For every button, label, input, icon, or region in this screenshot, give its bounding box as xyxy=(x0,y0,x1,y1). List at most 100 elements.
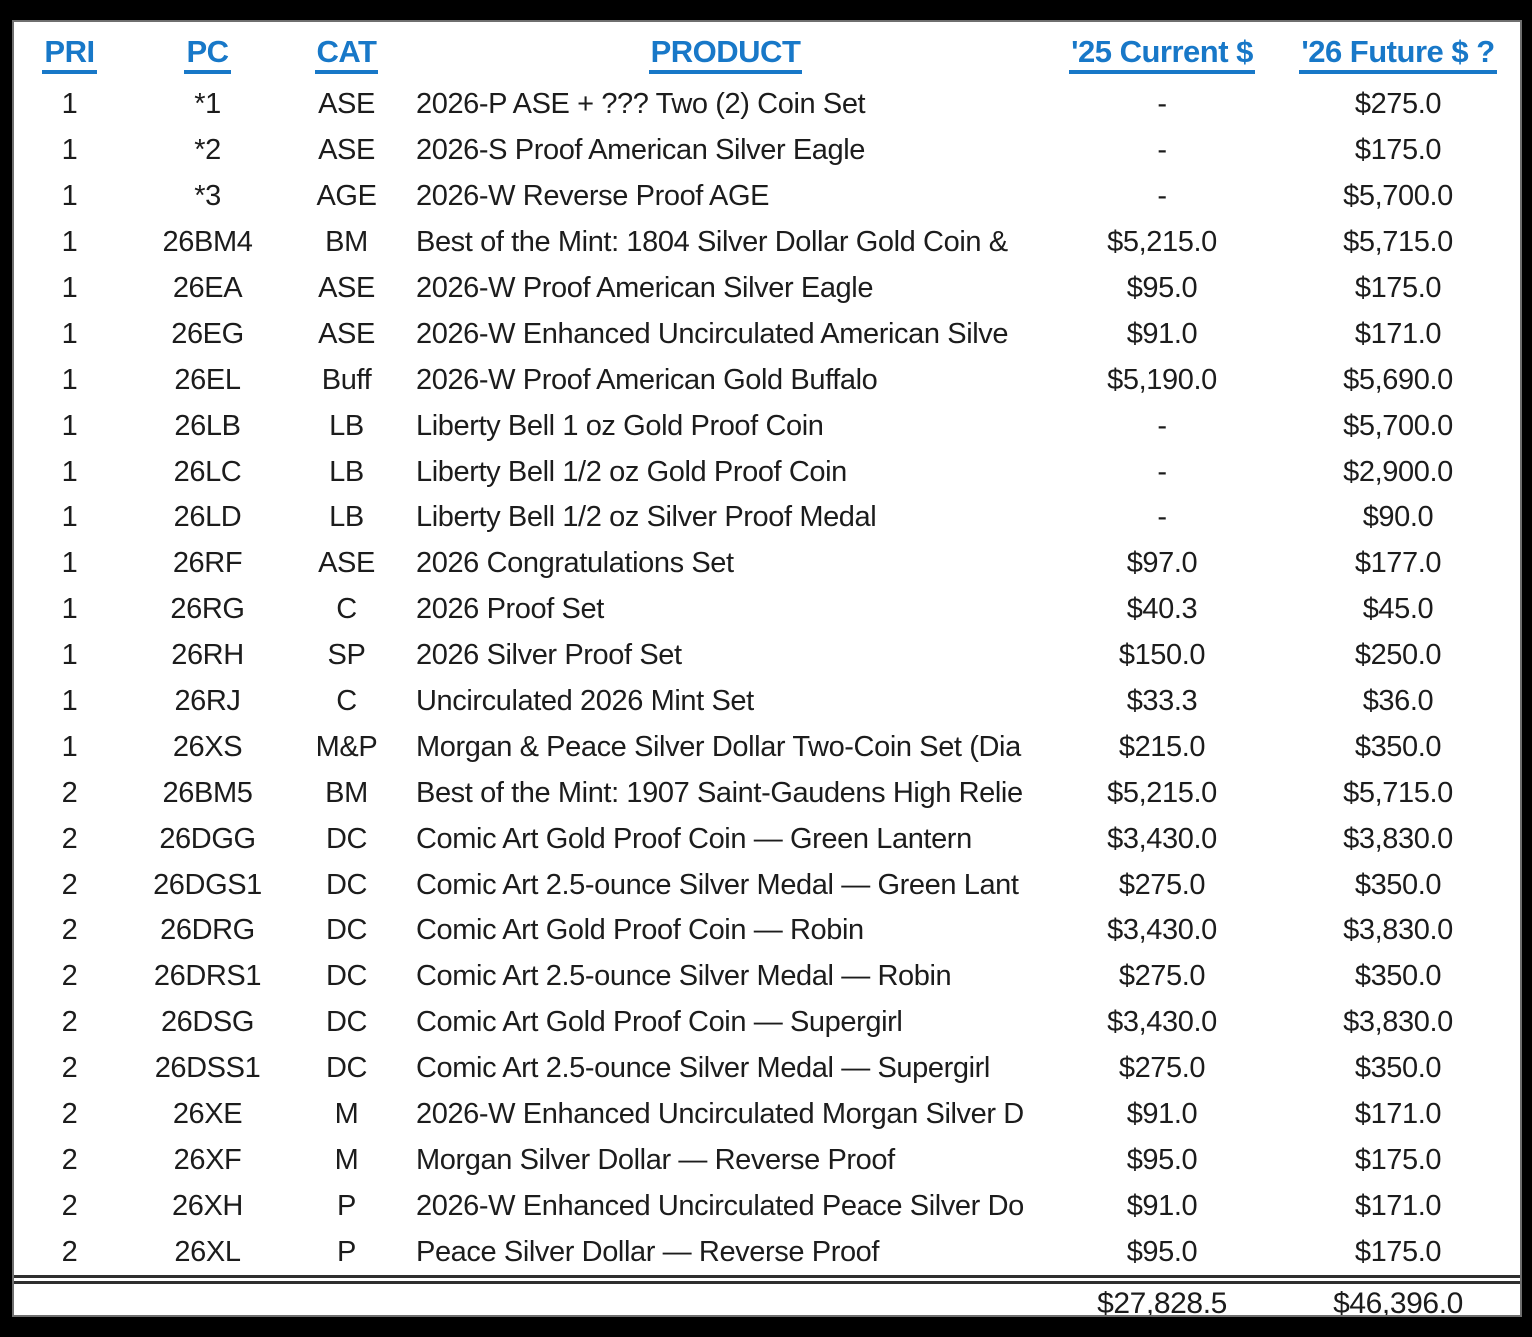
cell-pri: 1 xyxy=(61,687,78,717)
cell-product: 2026-W Enhanced Uncirculated Peace Silve… xyxy=(416,1191,1024,1221)
cell-pc: 26BM4 xyxy=(162,228,253,258)
cell-cat: ASE xyxy=(318,136,375,166)
cell-pc: 26DRS1 xyxy=(153,962,262,992)
cell-pri: 1 xyxy=(61,732,78,762)
cell-current-price: $275.0 xyxy=(1118,870,1206,900)
cell-product: Best of the Mint: 1804 Silver Dollar Gol… xyxy=(416,228,1008,258)
cell-product: Best of the Mint: 1907 Saint-Gaudens Hig… xyxy=(416,778,1023,808)
cell-product: Comic Art 2.5-ounce Silver Medal — Green… xyxy=(416,870,1019,900)
table-row: 1 26RF ASE 2026 Congratulations Set $97.… xyxy=(14,541,1520,587)
cell-current-price: - xyxy=(1157,411,1167,441)
cell-current-price: - xyxy=(1157,136,1167,166)
cell-pri: 2 xyxy=(61,1191,78,1221)
cell-product: Liberty Bell 1/2 oz Gold Proof Coin xyxy=(416,457,847,487)
cell-cat: M xyxy=(334,1145,359,1175)
cell-current-price: $5,215.0 xyxy=(1107,778,1217,808)
cell-cat: C xyxy=(336,687,357,717)
cell-future-price: $5,700.0 xyxy=(1343,182,1453,212)
table-row: 1 *3 AGE 2026-W Reverse Proof AGE - $5,7… xyxy=(14,174,1520,220)
cell-product: 2026-W Enhanced Uncirculated Morgan Silv… xyxy=(416,1100,1024,1130)
column-header-pri: PRI xyxy=(14,34,125,74)
cell-current-price: $91.0 xyxy=(1126,1191,1198,1221)
table-row: 2 26DGG DC Comic Art Gold Proof Coin — G… xyxy=(14,816,1520,862)
cell-pri: 2 xyxy=(61,1237,78,1267)
table-row: 1 26EG ASE 2026-W Enhanced Uncirculated … xyxy=(14,311,1520,357)
cell-current-price: - xyxy=(1157,90,1167,120)
cell-cat: ASE xyxy=(318,319,375,349)
cell-pri: 1 xyxy=(61,411,78,441)
table-body: 1 *1 ASE 2026-P ASE + ??? Two (2) Coin S… xyxy=(14,82,1520,1275)
cell-cat: AGE xyxy=(316,182,377,212)
cell-product: Morgan & Peace Silver Dollar Two-Coin Se… xyxy=(416,732,1021,762)
cell-future-price: $3,830.0 xyxy=(1343,1008,1453,1038)
cell-product: 2026-W Enhanced Uncirculated American Si… xyxy=(416,319,1009,349)
cell-pri: 1 xyxy=(61,595,78,625)
cell-pc: 26XS xyxy=(172,732,243,762)
cell-current-price: $97.0 xyxy=(1126,549,1198,579)
table-row: 2 26DSS1 DC Comic Art 2.5-ounce Silver M… xyxy=(14,1046,1520,1092)
table-row: 2 26XH P 2026-W Enhanced Uncirculated Pe… xyxy=(14,1183,1520,1229)
cell-cat: DC xyxy=(325,916,368,946)
cell-pc: 26DGG xyxy=(159,824,256,854)
cell-pc: *1 xyxy=(194,90,221,120)
cell-current-price: - xyxy=(1157,457,1167,487)
cell-pc: 26DSS1 xyxy=(154,1054,261,1084)
cell-cat: LB xyxy=(329,503,364,533)
cell-future-price: $177.0 xyxy=(1354,549,1442,579)
cell-pri: 1 xyxy=(61,182,78,212)
table-row: 1 *1 ASE 2026-P ASE + ??? Two (2) Coin S… xyxy=(14,82,1520,128)
cell-cat: SP xyxy=(327,641,366,671)
cell-cat: DC xyxy=(325,870,368,900)
cell-pri: 1 xyxy=(61,90,78,120)
cell-future-price: $350.0 xyxy=(1354,732,1442,762)
cell-pri: 1 xyxy=(61,274,78,303)
cell-future-price: $350.0 xyxy=(1354,870,1442,900)
cell-future-price: $175.0 xyxy=(1354,274,1442,303)
cell-current-price: - xyxy=(1157,182,1167,212)
cell-cat: BM xyxy=(325,778,368,808)
table-row: 1 26LB LB Liberty Bell 1 oz Gold Proof C… xyxy=(14,403,1520,449)
table-row: 1 26EL Buff 2026-W Proof American Gold B… xyxy=(14,357,1520,403)
cell-pc: 26LD xyxy=(173,503,242,533)
cell-cat: M xyxy=(334,1100,359,1130)
cell-pc: 26EG xyxy=(171,319,244,349)
table-row: 1 26EA ASE 2026-W Proof American Silver … xyxy=(14,266,1520,312)
cell-pc: 26DGS1 xyxy=(153,870,262,900)
total-current-value: $27,828.5 xyxy=(1097,1289,1227,1317)
cell-pri: 2 xyxy=(61,824,78,854)
cell-product: 2026-W Proof American Gold Buffalo xyxy=(416,365,878,395)
cell-pc: 26RF xyxy=(172,549,243,579)
cell-pri: 2 xyxy=(61,1054,78,1084)
cell-cat: DC xyxy=(325,1008,368,1038)
cell-product: Comic Art Gold Proof Coin — Supergirl xyxy=(416,1008,903,1038)
cell-pc: *3 xyxy=(194,182,221,212)
cell-cat: ASE xyxy=(318,274,375,303)
cell-pri: 1 xyxy=(61,549,78,579)
cell-pc: 26DSG xyxy=(160,1008,255,1038)
cell-pc: *2 xyxy=(194,136,221,166)
cell-pri: 2 xyxy=(61,962,78,992)
cell-cat: DC xyxy=(325,1054,368,1084)
price-table-sheet: PRI PC CAT PRODUCT '25 Current $ '26 Future $… xyxy=(12,20,1522,1317)
cell-product: 2026-P ASE + ??? Two (2) Coin Set xyxy=(416,90,866,120)
cell-pri: 2 xyxy=(61,1145,78,1175)
cell-product: Liberty Bell 1 oz Gold Proof Coin xyxy=(416,411,824,441)
totals-divider-line xyxy=(14,1275,1520,1285)
cell-future-price: $5,715.0 xyxy=(1343,228,1453,258)
cell-product: Comic Art Gold Proof Coin — Green Lanter… xyxy=(416,824,972,854)
cell-current-price: $5,190.0 xyxy=(1107,365,1217,395)
cell-future-price: $175.0 xyxy=(1354,1237,1442,1267)
cell-product: Uncirculated 2026 Mint Set xyxy=(416,687,754,717)
table-row: 1 26RJ C Uncirculated 2026 Mint Set $33.… xyxy=(14,679,1520,725)
cell-future-price: $171.0 xyxy=(1354,1191,1442,1221)
cell-pri: 1 xyxy=(61,136,78,166)
cell-current-price: $275.0 xyxy=(1118,962,1206,992)
cell-product: 2026 Congratulations Set xyxy=(416,549,734,579)
cell-current-price: $33.3 xyxy=(1126,687,1198,717)
table-row: 2 26BM5 BM Best of the Mint: 1907 Saint-… xyxy=(14,770,1520,816)
cell-pri: 2 xyxy=(61,1008,78,1038)
table-row: 1 26LD LB Liberty Bell 1/2 oz Silver Pro… xyxy=(14,495,1520,541)
column-header-product: PRODUCT xyxy=(403,34,1048,74)
cell-current-price: $215.0 xyxy=(1118,732,1206,762)
cell-current-price: $3,430.0 xyxy=(1107,824,1217,854)
